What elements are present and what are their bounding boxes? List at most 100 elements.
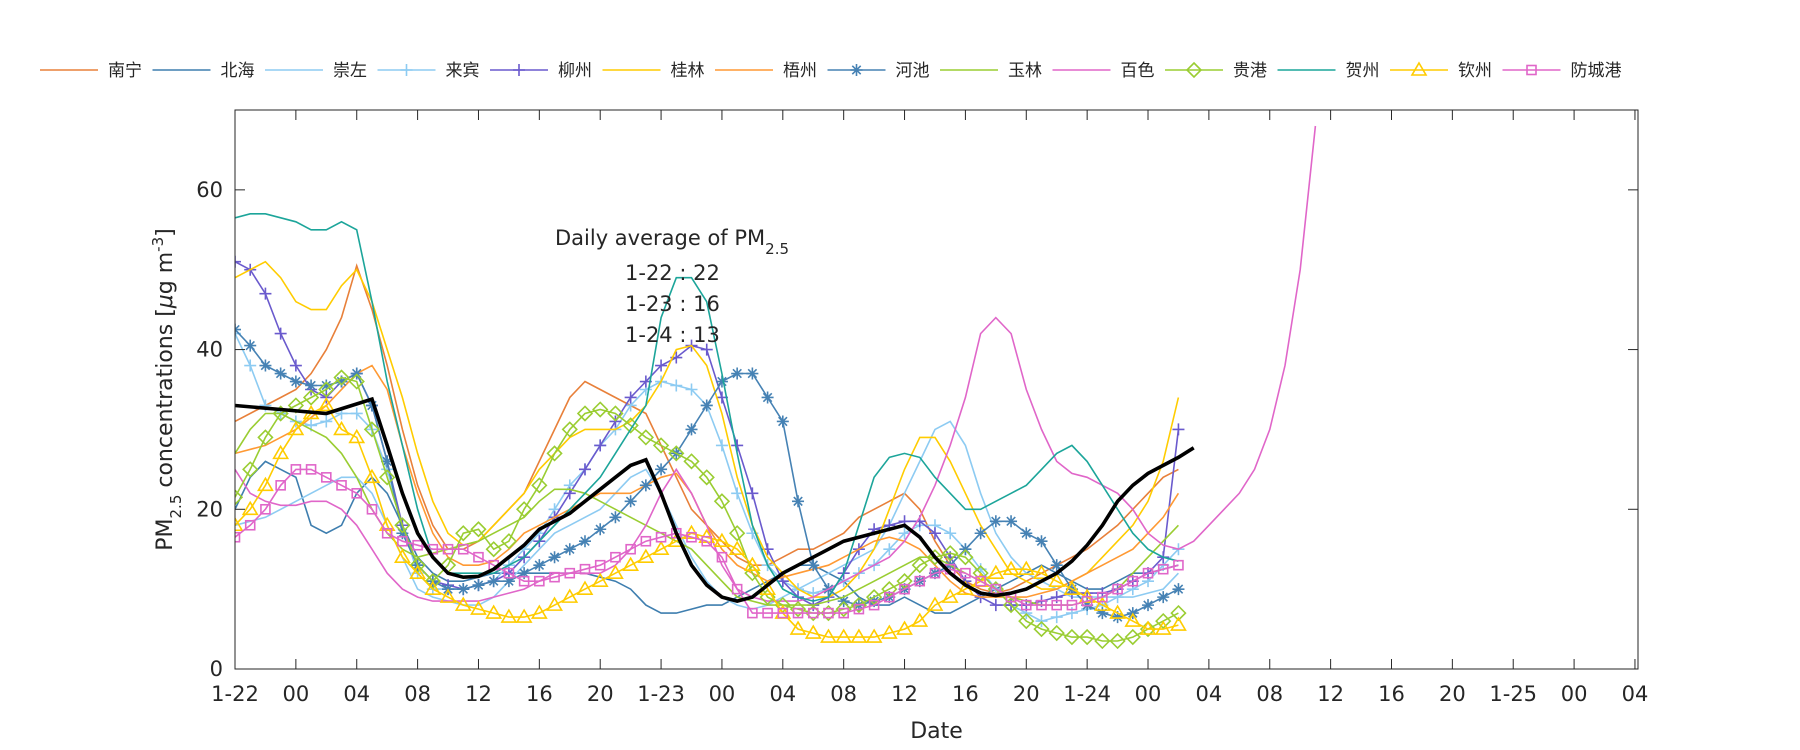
data-point (928, 527, 941, 540)
data-point (350, 407, 363, 420)
data-point (1002, 596, 1020, 614)
y-axis-title-rest: concentrations [ (153, 308, 178, 494)
data-point (235, 531, 241, 543)
data-point (777, 607, 789, 619)
x-tick-label: 00 (1135, 682, 1162, 706)
x-tick-label: 08 (404, 682, 431, 706)
data-point (305, 379, 318, 392)
data-point (424, 580, 442, 595)
legend-item: 来宾 (377, 61, 480, 81)
data-point (594, 523, 607, 536)
data-point (287, 420, 305, 436)
x-tick-label: 12 (465, 682, 492, 706)
data-point (318, 381, 335, 398)
data-point (531, 477, 548, 494)
data-point (1048, 572, 1066, 587)
data-point (989, 599, 1002, 612)
data-point (713, 532, 731, 548)
data-point (321, 472, 332, 483)
data-point (776, 415, 789, 428)
data-point (899, 583, 910, 595)
legend-marker (513, 64, 525, 76)
data-point (485, 541, 502, 558)
data-point (257, 476, 274, 492)
legend-label: 桂林 (671, 61, 705, 81)
data-point (549, 571, 560, 583)
data-point (881, 581, 898, 598)
data-point (804, 624, 822, 639)
data-point (365, 399, 378, 412)
annotation-title: Daily average of PM2.5 (555, 226, 789, 258)
data-point (563, 543, 576, 556)
average-line (235, 396, 1195, 603)
data-point (485, 604, 503, 619)
data-point (561, 588, 579, 603)
data-point (1051, 599, 1063, 611)
series-防城港 (235, 464, 1184, 619)
data-point (457, 543, 469, 555)
data-point (546, 596, 563, 611)
data-point (1017, 560, 1035, 575)
series-贺州 (235, 213, 1179, 602)
legend-label: 防城港 (1571, 61, 1622, 81)
legend-item: 崇左 (265, 61, 367, 81)
data-point (472, 579, 485, 592)
data-point (487, 575, 500, 588)
x-tick-label: 04 (1622, 682, 1649, 706)
data-point (335, 375, 348, 388)
data-point (610, 551, 621, 563)
data-point (728, 540, 746, 556)
data-point (715, 375, 728, 388)
legend-label: 玉林 (1008, 61, 1042, 81)
data-point (548, 551, 561, 564)
y-axis-title: PM2.5 concentrations [μg m-3] (149, 228, 185, 550)
data-point (381, 455, 394, 468)
x-tick-label: 16 (526, 682, 553, 706)
data-point (351, 488, 363, 499)
data-point (823, 607, 834, 619)
data-point (1173, 559, 1184, 571)
legend-label: 钦州 (1458, 61, 1492, 81)
data-point (670, 379, 683, 392)
data-point (275, 480, 286, 491)
data-point (789, 600, 807, 618)
data-point (530, 604, 548, 619)
data-point (1157, 591, 1170, 604)
y-axis-unit-sup: -3 (149, 237, 167, 252)
legend-label: 崇左 (333, 61, 367, 81)
legend-item: 北海 (152, 61, 255, 81)
data-point (746, 367, 759, 380)
data-point (625, 543, 636, 555)
data-point (381, 527, 393, 539)
data-point (473, 551, 484, 563)
data-point (850, 628, 868, 643)
data-point (363, 421, 381, 438)
data-point (502, 575, 515, 588)
y-axis-title-main: PM (153, 518, 178, 550)
data-point (594, 439, 607, 452)
data-point (442, 543, 454, 555)
data-point (698, 469, 715, 486)
data-point (685, 423, 698, 436)
x-tick-label: 08 (830, 682, 857, 706)
data-point (960, 567, 971, 579)
legend-label: 贺州 (1346, 61, 1380, 81)
data-point (1048, 624, 1065, 642)
data-point (865, 628, 883, 643)
data-point (1094, 632, 1111, 650)
data-point (807, 559, 820, 572)
data-point (1112, 583, 1123, 595)
data-point (716, 551, 728, 563)
x-tick-label: 20 (1013, 682, 1040, 706)
legend-item: 贵港 (1165, 61, 1267, 81)
data-point (409, 564, 426, 579)
data-point (289, 375, 302, 388)
data-point (244, 339, 257, 352)
data-point (333, 420, 350, 436)
legend-item: 玉林 (940, 61, 1042, 81)
data-point (701, 535, 713, 547)
annotation-title-main: Daily average of PM (555, 226, 765, 250)
data-point (378, 516, 396, 532)
plot-frame (234, 109, 1639, 670)
